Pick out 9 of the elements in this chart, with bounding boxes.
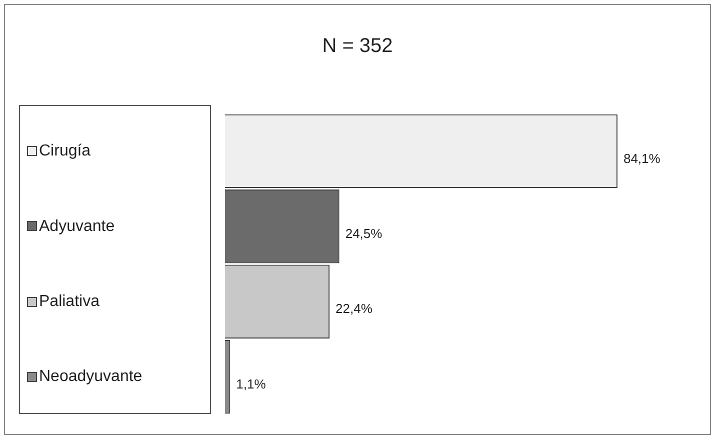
data-label: 24,5% <box>345 226 383 241</box>
data-label: 22,4% <box>336 301 373 316</box>
chart-title: N = 352 <box>321 35 394 58</box>
data-label: 1,1% <box>236 376 266 392</box>
y-tick-label: Adyuvante <box>39 218 115 235</box>
data-label: 84,1% <box>623 150 661 166</box>
y-tick-label: Cirugía <box>39 142 91 160</box>
y-tick-label: Paliativa <box>39 293 100 310</box>
y-tick-label: Neoadyuvante <box>39 368 142 386</box>
